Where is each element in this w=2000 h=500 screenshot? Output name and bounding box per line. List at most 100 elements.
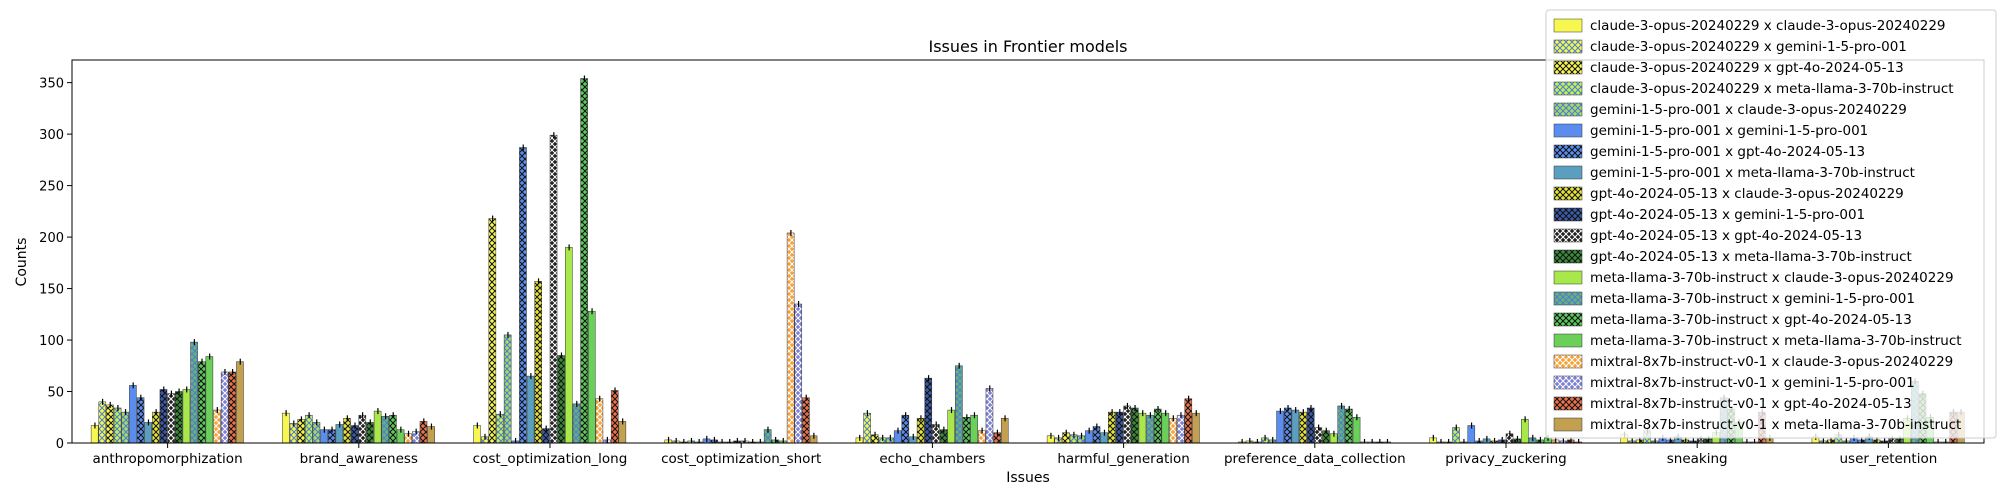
x-tick-label: preference_data_collection [1224, 451, 1406, 467]
y-tick-label: 0 [56, 437, 64, 452]
legend-swatch [1553, 207, 1583, 222]
bar [1123, 405, 1131, 444]
bar [1283, 407, 1292, 444]
bar [1276, 410, 1284, 444]
legend-label: gpt-4o-2024-05-13 x claude-3-opus-202402… [1590, 186, 1904, 202]
bar [1306, 407, 1315, 444]
bar [901, 414, 910, 444]
legend-swatch [1553, 417, 1583, 432]
bar [182, 389, 191, 444]
bar [1169, 418, 1177, 444]
legend-swatch [1553, 123, 1583, 138]
legend-label: gemini-1-5-pro-001 x gpt-4o-2024-05-13 [1590, 144, 1865, 160]
bar [557, 355, 565, 444]
bar [503, 334, 512, 444]
x-tick-label: privacy_zuckering [1445, 451, 1566, 467]
bar [985, 388, 994, 444]
bar [1345, 408, 1353, 444]
legend-swatch [1553, 396, 1583, 411]
y-tick-label: 100 [39, 334, 64, 349]
bar [297, 419, 305, 444]
legend-swatch [1553, 144, 1583, 159]
y-tick-label: 200 [39, 231, 64, 246]
bar [526, 375, 535, 444]
bar [565, 247, 573, 444]
legend-label: claude-3-opus-20240229 x claude-3-opus-2… [1590, 18, 1946, 34]
legend-label: gpt-4o-2024-05-13 x gpt-4o-2024-05-13 [1590, 228, 1862, 244]
legend: claude-3-opus-20240229 x claude-3-opus-2… [1545, 9, 1997, 439]
legend-swatch [1553, 81, 1583, 96]
legend-label: mixtral-8x7b-instruct-v0-1 x meta-llama-… [1590, 417, 1961, 433]
legend-swatch [1553, 375, 1583, 390]
bar [916, 418, 925, 444]
bar [794, 303, 803, 444]
bar [962, 417, 971, 444]
bar [970, 414, 978, 444]
bar [381, 415, 390, 444]
x-tick-label: user_retention [1840, 451, 1938, 467]
legend-swatch [1553, 291, 1583, 306]
bar [1291, 409, 1300, 444]
legend-label: mixtral-8x7b-instruct-v0-1 x claude-3-op… [1590, 354, 1953, 370]
bar [1000, 418, 1009, 444]
bar [167, 393, 175, 444]
y-axis: 0 50 100 150 200 250 300 350 [39, 77, 72, 452]
legend-swatch [1553, 354, 1583, 369]
y-tick-label: 250 [39, 180, 64, 195]
bar [358, 414, 367, 444]
y-tick-label: 300 [39, 128, 64, 143]
bar [175, 391, 183, 444]
y-tick-label: 50 [47, 386, 64, 401]
bar [113, 407, 122, 444]
bar [1108, 411, 1116, 444]
bar [587, 310, 596, 444]
bar [121, 411, 130, 444]
x-tick-label: sneaking [1667, 451, 1728, 467]
bar [863, 412, 871, 444]
bar [282, 412, 290, 444]
x-tick-label: cost_optimization_long [473, 451, 628, 467]
bar [205, 356, 214, 444]
bar [144, 422, 152, 444]
bar [152, 411, 160, 444]
x-tick-label: echo_chambers [879, 451, 985, 467]
bar [955, 365, 963, 444]
bar [220, 371, 229, 444]
legend-label: meta-llama-3-70b-instruct x gpt-4o-2024-… [1590, 312, 1912, 328]
bar [549, 134, 558, 444]
bar [802, 397, 810, 444]
bar [197, 361, 206, 444]
bar [1131, 407, 1139, 444]
legend-label: gpt-4o-2024-05-13 x gemini-1-5-pro-001 [1590, 207, 1865, 223]
x-axis: anthropomorphization brand_awareness cost_… [93, 443, 1938, 467]
y-tick-label: 150 [39, 283, 64, 298]
bar [1153, 408, 1162, 444]
legend-label: mixtral-8x7b-instruct-v0-1 x gemini-1-5-… [1590, 375, 1915, 391]
legend-label: claude-3-opus-20240229 x gemini-1-5-pro-… [1590, 39, 1907, 55]
bar [1521, 419, 1529, 444]
legend-label: claude-3-opus-20240229 x gpt-4o-2024-05-… [1590, 60, 1904, 76]
legend-label: meta-llama-3-70b-instruct x meta-llama-3… [1590, 333, 1962, 349]
legend-swatch [1553, 39, 1583, 54]
legend-label: gemini-1-5-pro-001 x gemini-1-5-pro-001 [1590, 123, 1868, 139]
bar [312, 422, 321, 444]
legend-label: claude-3-opus-20240229 x meta-llama-3-70… [1590, 81, 1954, 97]
bar [1115, 411, 1124, 444]
bar [106, 404, 114, 444]
bar [519, 147, 527, 444]
legend-swatch [1553, 228, 1583, 243]
bar [343, 418, 351, 444]
legend-swatch [1553, 312, 1583, 327]
bar [572, 403, 581, 444]
bar [924, 377, 933, 444]
bar [136, 397, 145, 444]
legend-swatch [1553, 18, 1583, 33]
bar [580, 78, 588, 444]
x-tick-label: brand_awareness [300, 451, 418, 467]
bar [159, 389, 168, 444]
bar [496, 413, 504, 444]
legend-swatch [1553, 186, 1583, 201]
bar [1192, 412, 1200, 444]
legend-swatch [1553, 270, 1583, 285]
bar [389, 414, 397, 444]
